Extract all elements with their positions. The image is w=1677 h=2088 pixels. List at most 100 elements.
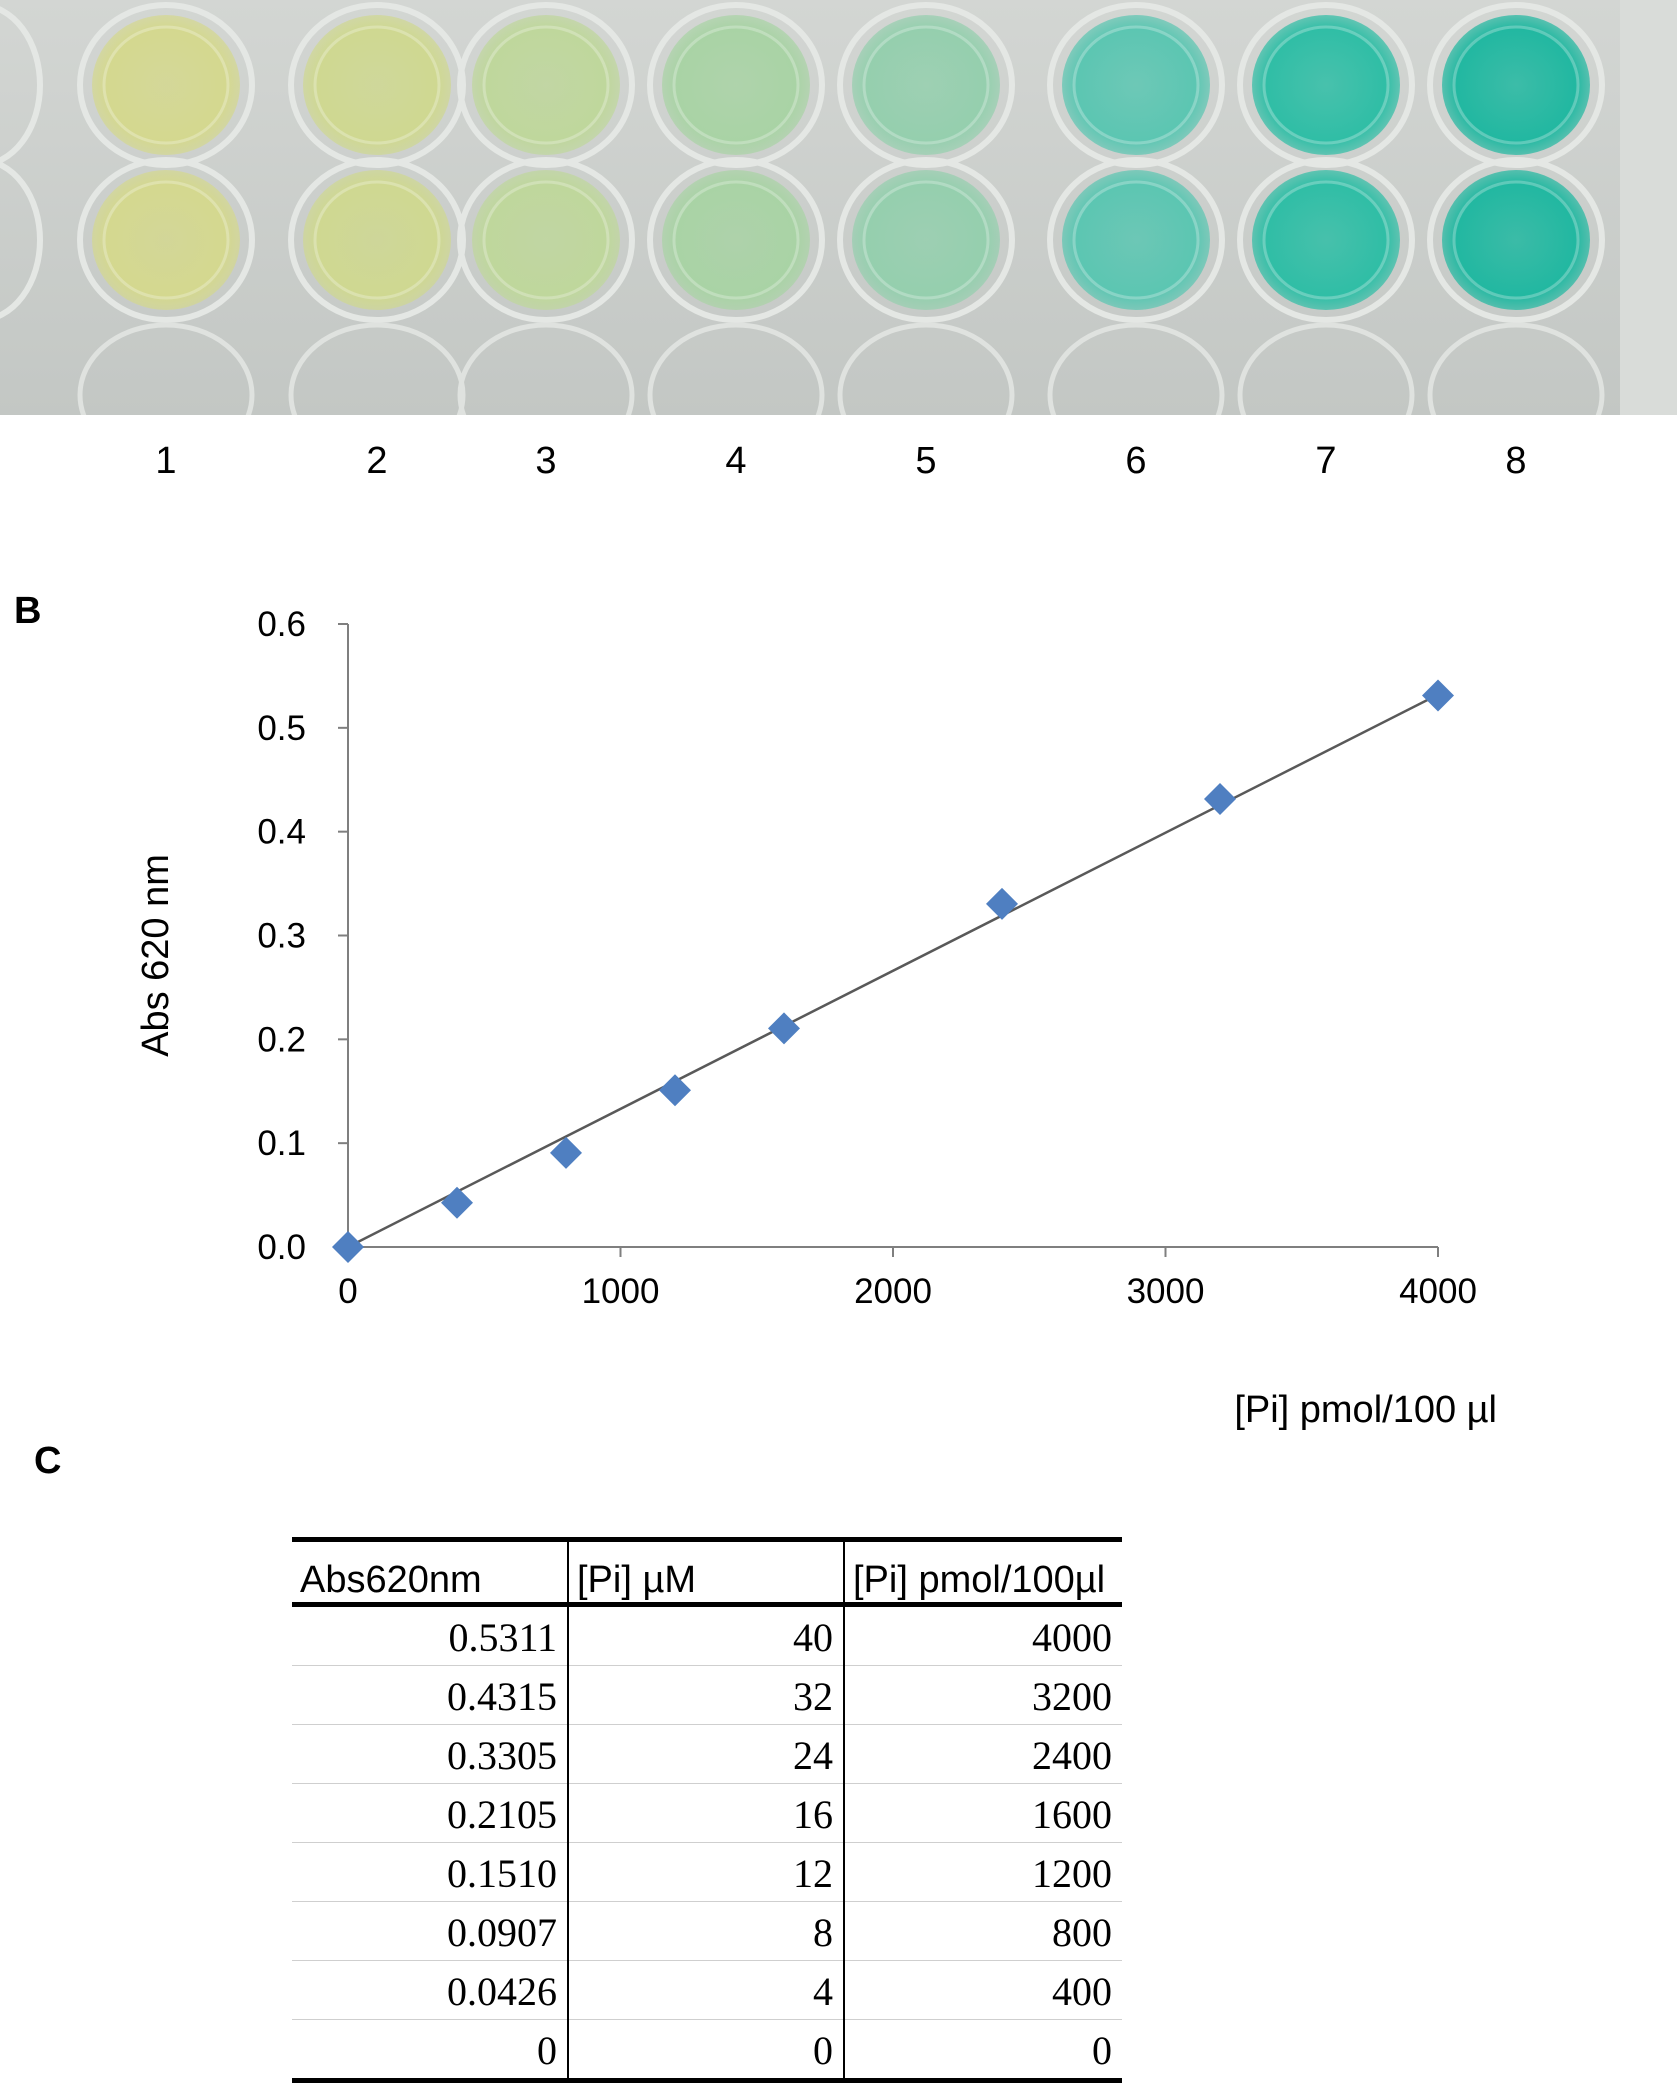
well-rim [1047, 157, 1225, 323]
well-rim [77, 157, 255, 323]
x-tick-label: 2000 [854, 1272, 932, 1311]
well-lane-6 [1062, 170, 1210, 310]
cell-abs: 0.5311 [292, 1604, 569, 1666]
well-highlight [482, 25, 610, 145]
empty-well [1427, 322, 1605, 415]
panel-b-label: B [14, 590, 42, 632]
well-highlight [102, 180, 230, 300]
well-lane-2 [303, 170, 451, 310]
y-tick-label: 0.6 [257, 605, 306, 644]
well-highlight [1452, 180, 1580, 300]
table-row: 0.5311 40 4000 [292, 1604, 1122, 1666]
well-lane-7 [1252, 170, 1400, 310]
empty-well [647, 322, 825, 415]
well-rim [837, 2, 1015, 168]
well-highlight [862, 180, 990, 300]
well-lane-8 [1442, 170, 1590, 310]
well-highlight [1262, 25, 1390, 145]
cell-pmol: 1600 [844, 1783, 1122, 1843]
well-lane-5 [852, 15, 1000, 155]
y-tick-label: 0.1 [257, 1124, 306, 1163]
cell-abs: 0.1510 [292, 1842, 569, 1902]
lane-label-6: 6 [1125, 440, 1147, 482]
lane-label-7: 7 [1315, 440, 1337, 482]
well-rim [647, 2, 825, 168]
y-tick-label: 0.0 [257, 1228, 306, 1267]
data-point [332, 1231, 364, 1263]
empty-well [1237, 322, 1415, 415]
cell-pmol: 800 [844, 1901, 1122, 1961]
y-tick-label: 0.3 [257, 917, 306, 956]
well-highlight [862, 25, 990, 145]
well-highlight [1072, 25, 1200, 145]
well-lane-3 [472, 15, 620, 155]
table-row: 0 0 0 [292, 2019, 1122, 2083]
cell-um: 40 [568, 1604, 845, 1666]
data-point [550, 1136, 582, 1169]
table-row: 0.1510 12 1200 [292, 1842, 1122, 1902]
table-row: 0.0426 4 400 [292, 1960, 1122, 2020]
well-highlight [1452, 25, 1580, 145]
lane-labels: 1 2 3 4 5 6 7 8 [0, 440, 1677, 490]
well-highlight [482, 180, 610, 300]
well-highlight [672, 25, 800, 145]
lane-label-2: 2 [366, 440, 388, 482]
well-rim [1237, 2, 1415, 168]
data-point [659, 1074, 691, 1107]
cell-pmol: 3200 [844, 1665, 1122, 1725]
calibration-chart: 0.0 0.1 0.2 0.3 0.4 0.5 0.6 0 1000 2000 3000 4000 Ab… [135, 605, 1497, 1431]
table-row: 0.2105 16 1600 [292, 1783, 1122, 1843]
cell-abs: 0.3305 [292, 1724, 569, 1784]
well-highlight [1262, 180, 1390, 300]
lane-label-8: 8 [1505, 440, 1527, 482]
well-rim [1427, 157, 1605, 323]
empty-well [457, 322, 635, 415]
calibration-table: Abs620nm [Pi] µM [Pi] pmol/100µl 0.5311 … [292, 1537, 1122, 2083]
lane-label-5: 5 [915, 440, 937, 482]
cell-um: 0 [568, 2019, 845, 2083]
cell-pmol: 4000 [844, 1604, 1122, 1666]
well-rim [457, 157, 635, 323]
y-tick-label: 0.4 [257, 813, 306, 852]
cell-um: 4 [568, 1960, 845, 2020]
table-row: 0.4315 32 3200 [292, 1665, 1122, 1725]
plate-edge [1620, 0, 1677, 415]
empty-well [1047, 322, 1225, 415]
data-point [768, 1012, 800, 1045]
lane-label-1: 1 [155, 440, 177, 482]
cell-um: 16 [568, 1783, 845, 1843]
well-lane-4 [662, 15, 810, 155]
data-point [1422, 679, 1454, 712]
well-highlight [672, 180, 800, 300]
data-point [1204, 782, 1236, 815]
cell-um: 32 [568, 1665, 845, 1725]
y-tick-label: 0.2 [257, 1020, 306, 1059]
header-pi-um: [Pi] µM [568, 1537, 845, 1607]
cell-abs: 0 [292, 2019, 569, 2083]
well-plate-photo [0, 0, 1677, 415]
well-lane-8 [1442, 15, 1590, 155]
well-highlight [102, 25, 230, 145]
cell-abs: 0.0907 [292, 1901, 569, 1961]
data-point [986, 887, 1018, 920]
table-row: 0.3305 24 2400 [292, 1724, 1122, 1784]
well-lane-1 [92, 15, 240, 155]
well-highlight [1072, 180, 1200, 300]
lane-label-4: 4 [725, 440, 747, 482]
well-lane-2 [303, 15, 451, 155]
well-rim [1047, 2, 1225, 168]
table-row: 0.0907 8 800 [292, 1901, 1122, 1961]
cell-um: 24 [568, 1724, 845, 1784]
header-abs620: Abs620nm [292, 1537, 569, 1607]
edge-well [0, 161, 43, 319]
empty-well [77, 322, 255, 415]
data-point [441, 1186, 473, 1219]
edge-well [0, 6, 43, 164]
cell-abs: 0.0426 [292, 1960, 569, 2020]
well-rim [837, 157, 1015, 323]
empty-well [837, 322, 1015, 415]
x-tick-label: 0 [338, 1272, 357, 1311]
x-tick-label: 3000 [1127, 1272, 1205, 1311]
panel-c-label: C [34, 1440, 62, 1482]
well-lane-1 [92, 170, 240, 310]
